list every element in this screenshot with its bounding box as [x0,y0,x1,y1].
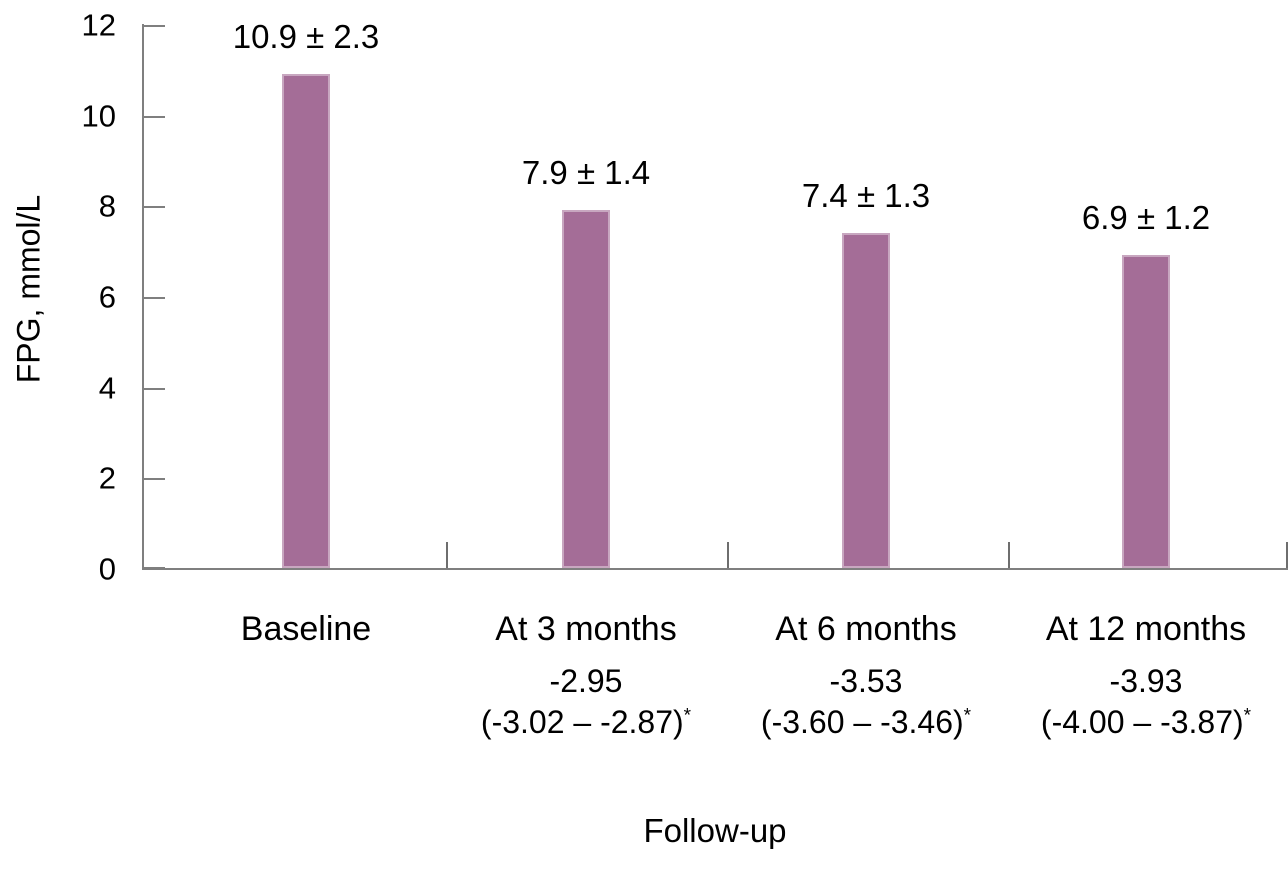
ci-text: (-4.00 – -3.87) [1040,704,1244,740]
change-label-6-months: -3.53 [829,663,903,699]
bar-3-months [562,210,610,568]
y-axis-tick [144,297,165,299]
x-axis-tick [1286,542,1288,568]
value-label-6-months: 7.4 ± 1.3 [801,177,931,214]
ci-label-6-months: (-3.60 – -3.46)* [761,702,971,742]
x-axis-title: Follow-up [643,812,787,849]
y-tick-label: 10 [81,98,116,134]
x-axis-tick [727,542,729,568]
x-tick-label-6-months: At 6 months [775,610,957,648]
significance-asterisk: * [683,705,692,727]
y-axis-tick [144,206,165,208]
y-axis-tick [144,478,165,480]
y-axis-title: FPG, mmol/L [10,194,47,384]
y-axis-tick [144,567,165,569]
y-tick-label: 12 [81,7,116,43]
value-label-12-months: 6.9 ± 1.2 [1081,199,1211,236]
change-label-12-months: -3.93 [1109,663,1183,699]
x-tick-label-baseline: Baseline [240,610,372,648]
y-tick-label: 8 [98,188,116,224]
bar-12-months [1122,255,1170,568]
y-tick-label: 6 [98,279,116,315]
x-axis-tick [446,542,448,568]
value-label-baseline: 10.9 ± 2.3 [232,18,380,55]
ci-label-12-months: (-4.00 – -3.87)* [1041,702,1251,742]
y-axis-line [142,24,144,570]
ci-text: (-3.60 – -3.46) [760,704,964,740]
ci-label-3-months: (-3.02 – -2.87)* [481,702,691,742]
change-label-3-months: -2.95 [549,663,623,699]
y-tick-label: 0 [98,551,116,587]
x-tick-label-12-months: At 12 months [1045,610,1247,648]
significance-asterisk: * [1243,705,1252,727]
y-axis-tick [144,116,165,118]
bar-6-months [842,233,890,568]
x-axis-line [142,568,1288,570]
x-axis-tick [1008,542,1010,568]
ci-text: (-3.02 – -2.87) [480,704,684,740]
y-axis-tick [144,25,165,27]
value-label-3-months: 7.9 ± 1.4 [521,154,651,191]
y-tick-label: 2 [98,460,116,496]
y-tick-label: 4 [98,370,116,406]
significance-asterisk: * [963,705,972,727]
x-tick-label-3-months: At 3 months [495,610,677,648]
bar-baseline [282,74,330,568]
y-axis-tick [144,388,165,390]
